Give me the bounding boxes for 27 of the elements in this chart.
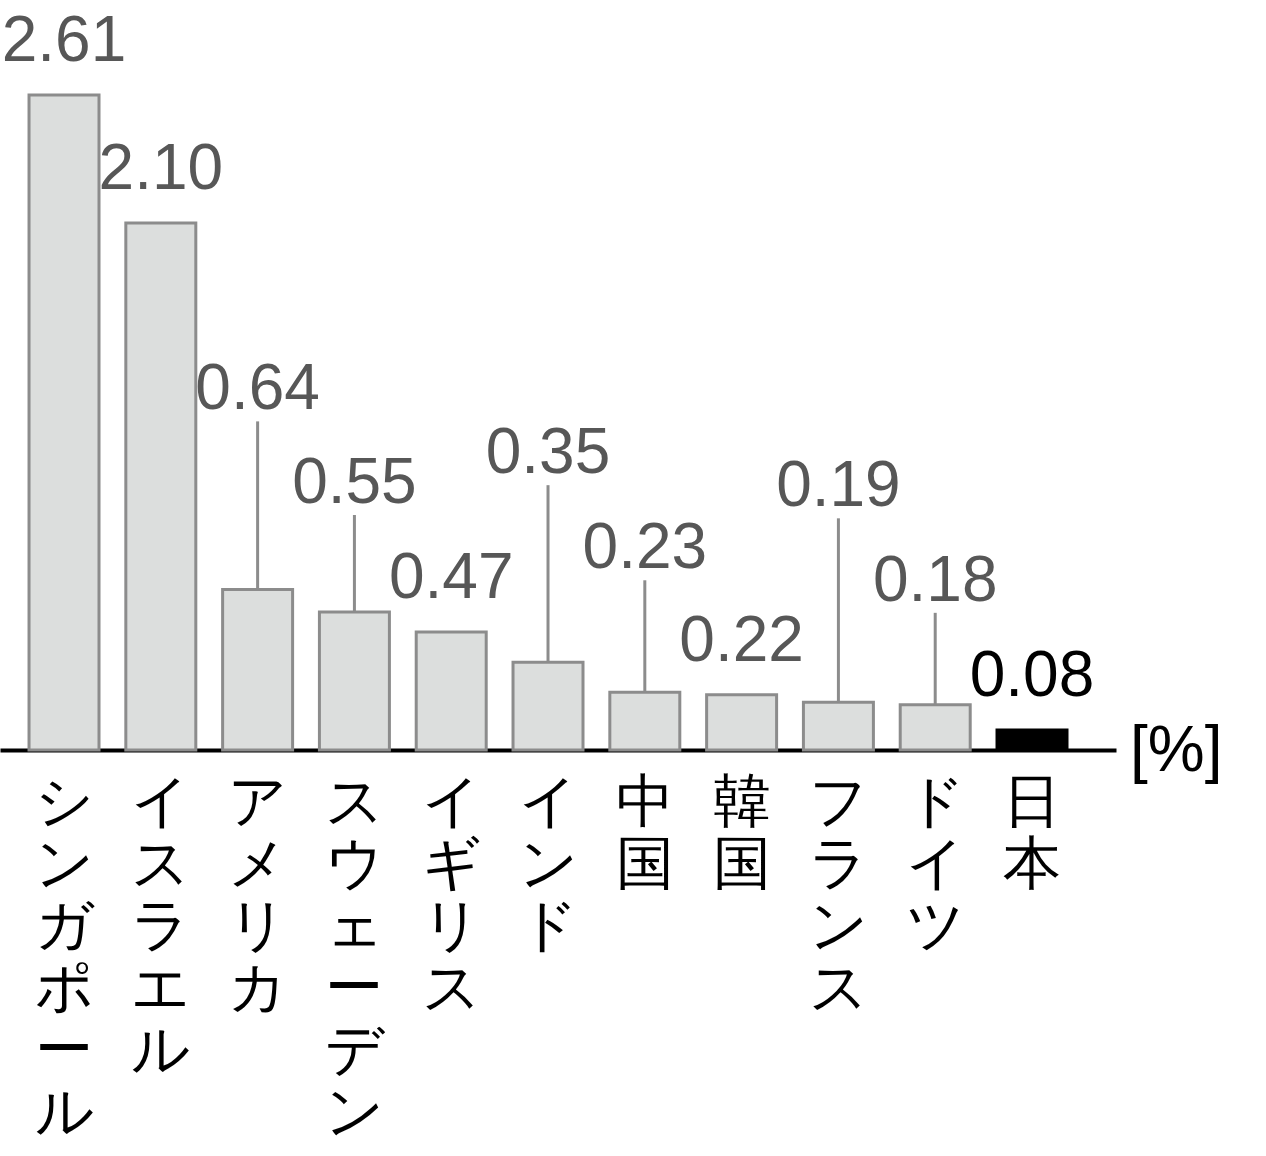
x-tick-label: スウェーデン xyxy=(324,767,386,1143)
data-label: 0.23 xyxy=(582,510,708,583)
x-tick-label: フランス xyxy=(808,767,868,1019)
data-label: 0.55 xyxy=(292,444,417,517)
text: [%] xyxy=(1130,713,1223,785)
x-tick-label: シンガポール xyxy=(34,767,95,1143)
x-tick-label: インド xyxy=(518,767,578,957)
x-tick-label: イスラエル xyxy=(131,767,191,1081)
x-tick-label: アメリカ xyxy=(228,767,288,1019)
bar xyxy=(27,93,101,752)
x-tick-label: 中国 xyxy=(615,767,674,895)
data-label: 0.22 xyxy=(679,602,804,675)
data-label: 0.19 xyxy=(776,448,901,521)
data-label: 0.47 xyxy=(388,540,514,613)
x-tick-label: イギリス xyxy=(421,767,481,1019)
x-tick-label: 韓国 xyxy=(712,767,771,895)
bar xyxy=(124,221,198,752)
data-label: 2.10 xyxy=(98,130,224,203)
bar xyxy=(705,693,779,752)
x-tick-label: ドイツ xyxy=(905,767,965,957)
data-label: 0.18 xyxy=(872,542,998,615)
data-label: 0.64 xyxy=(195,351,320,424)
data-label: 0.35 xyxy=(485,415,611,488)
data-label: 2.61 xyxy=(1,3,127,75)
data-label: 0.08 xyxy=(969,637,1095,710)
x-tick-label: 日本 xyxy=(1003,767,1062,895)
bar xyxy=(414,630,488,752)
